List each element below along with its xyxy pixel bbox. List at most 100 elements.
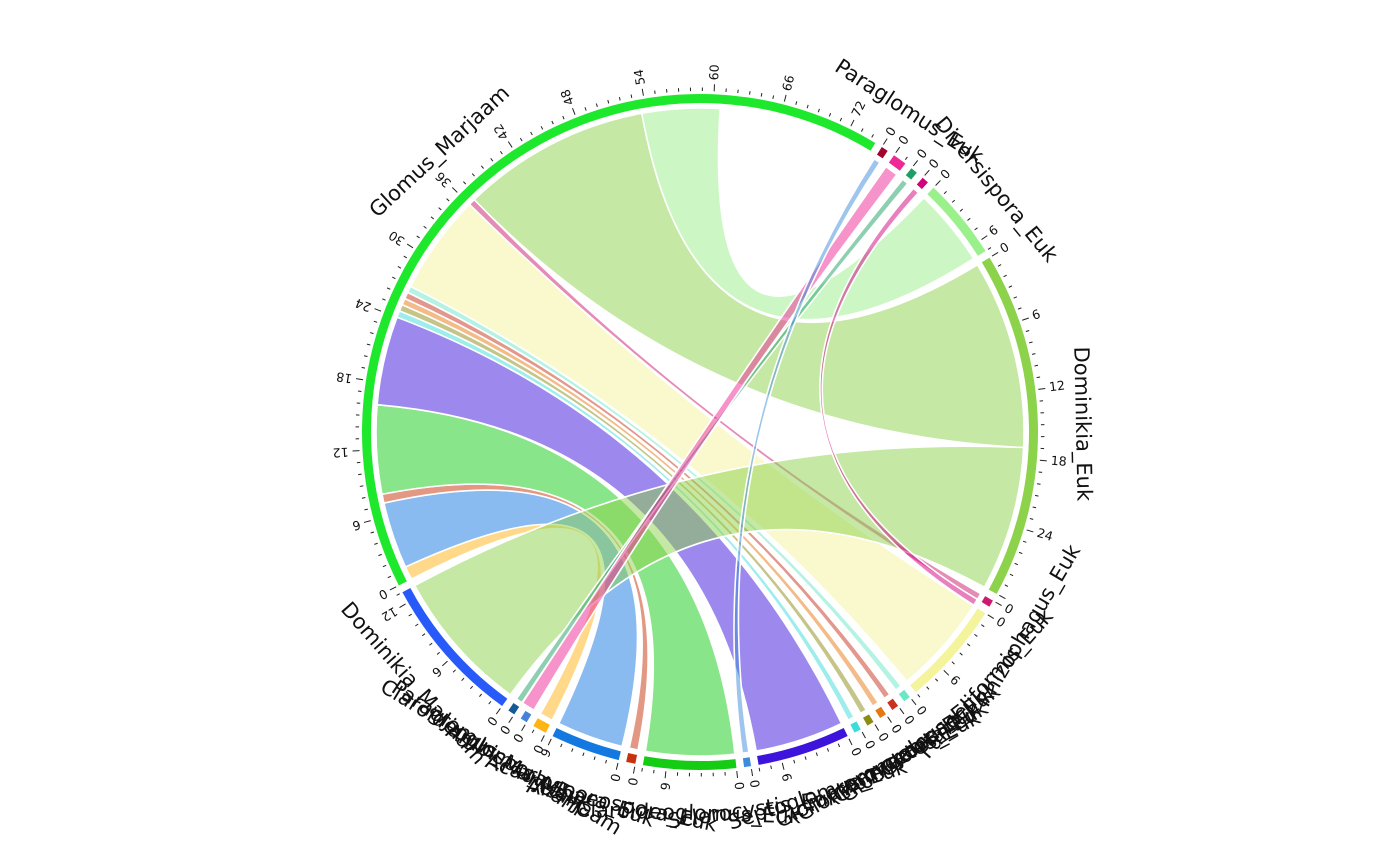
minor-tick [499, 150, 503, 155]
tick-label: 66 [779, 73, 797, 92]
minor-tick [804, 756, 807, 760]
major-tick [991, 251, 999, 257]
chord-links [375, 107, 1025, 757]
tick-label: 0 [997, 239, 1012, 256]
minor-tick [1003, 274, 1007, 278]
minor-tick [359, 485, 364, 487]
tick-label: 12 [332, 445, 349, 461]
minor-tick [438, 207, 442, 211]
minor-tick [584, 107, 587, 111]
major-tick [943, 670, 950, 676]
major-tick [615, 762, 619, 770]
minor-tick [416, 235, 420, 239]
tick-label: 0 [625, 776, 641, 787]
sector-label-dominikia-euk: Dominikia_Euk [1068, 346, 1096, 502]
major-tick [924, 169, 930, 176]
minor-tick [630, 94, 633, 98]
tick-label: 0 [607, 772, 623, 783]
minor-tick [839, 117, 843, 122]
sector-track-sector-2 [888, 155, 906, 171]
minor-tick [530, 131, 533, 136]
minor-tick [560, 743, 563, 748]
major-tick [406, 243, 414, 249]
minor-tick [386, 287, 391, 290]
minor-tick [749, 91, 751, 95]
tick-label: 54 [631, 68, 648, 86]
major-tick [664, 771, 667, 779]
minor-tick [815, 752, 818, 757]
minor-tick [1022, 540, 1027, 543]
minor-tick [370, 332, 374, 335]
sector-track-sector-3 [905, 168, 917, 180]
minor-tick [959, 652, 963, 656]
major-tick [861, 731, 866, 739]
major-tick [451, 187, 458, 193]
sector-track-claroideoglomus-marjaam [520, 710, 532, 723]
major-tick [389, 586, 397, 591]
tick-label: 0 [994, 614, 1009, 631]
tick-label: 72 [848, 98, 868, 119]
minor-tick [479, 693, 483, 697]
minor-tick [366, 343, 371, 346]
tick-label: 0 [937, 166, 953, 182]
minor-tick [837, 743, 841, 748]
tick-label: 6 [986, 222, 1001, 239]
sector-track-septoglomus-euk [757, 727, 848, 765]
minor-tick [926, 686, 930, 690]
major-tick [508, 716, 514, 724]
sector-track-acaulospora-euk [552, 728, 621, 761]
minor-tick [1029, 341, 1033, 344]
minor-tick [382, 298, 386, 301]
sector-track-paraglomus-euk [876, 147, 888, 159]
tick-label: 0 [376, 586, 390, 603]
sector-track-dominikia-euk [981, 257, 1038, 594]
minor-tick [917, 694, 921, 698]
major-tick [848, 738, 853, 746]
major-tick [783, 94, 787, 102]
sector-track-glomeraceae-euk [887, 698, 899, 710]
tick-label: 0 [848, 745, 865, 759]
minor-tick [974, 633, 978, 637]
minor-tick [490, 158, 494, 162]
sector-track-glomeromycota-euk [862, 714, 874, 726]
major-tick [641, 88, 644, 96]
minor-tick [1009, 573, 1014, 577]
minor-tick [361, 366, 366, 369]
minor-tick [562, 115, 565, 120]
minor-tick [760, 93, 763, 97]
minor-tick [997, 264, 1002, 267]
tick-label: 6 [657, 782, 673, 791]
tick-label: 6 [351, 517, 363, 534]
sector-track-diversispora-euk [927, 187, 986, 256]
minor-tick [974, 227, 978, 231]
minor-tick [772, 95, 775, 99]
sector-track-ambispora-euk [533, 718, 550, 733]
tick-label: 24 [1035, 525, 1055, 544]
sector-track-sector-4 [916, 177, 928, 190]
chord-link-glomus-marjaam-to-diversispora-euk [640, 107, 975, 321]
minor-tick [551, 120, 554, 125]
tick-label: 0 [895, 132, 912, 147]
minor-tick [806, 104, 809, 109]
tick-label: 0 [747, 779, 763, 789]
minor-tick [364, 508, 368, 511]
minor-tick [374, 542, 378, 545]
minor-tick [446, 198, 450, 202]
minor-tick [795, 101, 798, 105]
minor-tick [935, 678, 939, 682]
minor-tick [370, 531, 375, 534]
minor-tick [593, 756, 596, 760]
tick-label: 12 [1048, 378, 1066, 395]
minor-tick [1008, 285, 1013, 288]
chord-link-dominikia-marjaam-to-dominikia-euk [413, 445, 1025, 696]
tick-label: 0 [530, 742, 547, 756]
minor-tick [793, 759, 796, 764]
minor-tick [423, 225, 427, 229]
tick-label: 6 [947, 672, 963, 688]
major-tick [521, 724, 526, 732]
minor-tick [1029, 518, 1034, 520]
minor-tick [392, 276, 396, 280]
minor-tick [904, 156, 908, 161]
minor-tick [1034, 364, 1039, 367]
minor-tick [826, 748, 830, 752]
